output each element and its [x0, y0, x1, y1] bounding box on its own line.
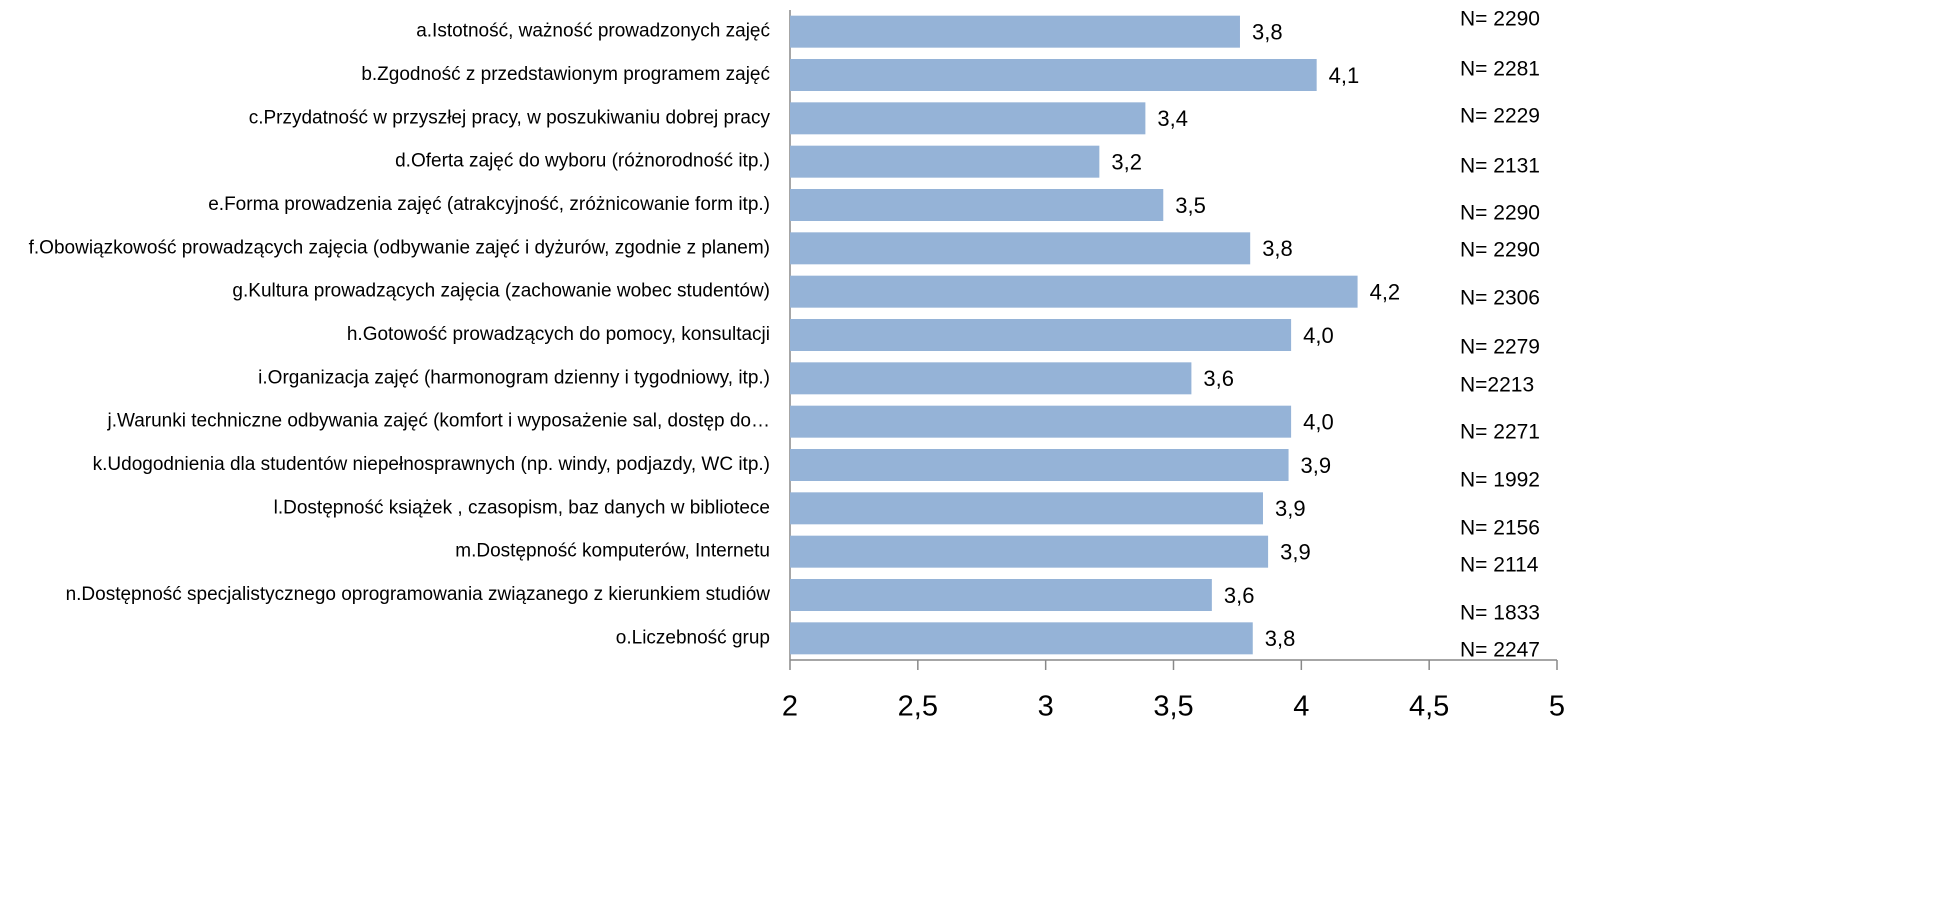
value-label: 4,0	[1303, 409, 1334, 434]
annotation: N= 2290	[1460, 8, 1540, 31]
annotation: N= 1833	[1460, 602, 1540, 625]
value-label: 3,9	[1280, 539, 1311, 564]
value-label: 3,8	[1262, 236, 1293, 261]
annotation: N= 1992	[1460, 469, 1540, 492]
category-label: o.Liczebność grup	[616, 627, 770, 648]
value-label: 3,9	[1301, 453, 1332, 478]
bar	[790, 492, 1263, 525]
bar	[790, 405, 1292, 438]
annotation: N= 2290	[1460, 202, 1540, 225]
category-label: d.Oferta zajęć do wyboru (różnorodność i…	[395, 151, 770, 172]
x-tick-label: 2,5	[898, 691, 938, 723]
category-label: h.Gotowość prowadzących do pomocy, konsu…	[347, 324, 770, 345]
annotation: N= 2290	[1460, 239, 1540, 262]
annotation: N= 2131	[1460, 155, 1540, 178]
category-label: f.Obowiązkowość prowadzących zajęcia (od…	[29, 237, 770, 258]
bar	[790, 15, 1240, 48]
x-tick-label: 3	[1038, 691, 1054, 723]
category-label: i.Organizacja zajęć (harmonogram dzienny…	[258, 367, 770, 388]
x-tick-label: 3,5	[1153, 691, 1193, 723]
annotation: N= 2281	[1460, 58, 1540, 81]
bar	[790, 535, 1269, 568]
value-label: 4,2	[1370, 279, 1401, 304]
annotation: N= 2229	[1460, 105, 1540, 128]
value-label: 3,8	[1252, 19, 1283, 44]
bar	[790, 579, 1212, 611]
value-label: 3,5	[1175, 193, 1206, 218]
category-label: c.Przydatność w przyszłej pracy, w poszu…	[249, 107, 771, 128]
annotation: N= 2156	[1460, 517, 1540, 540]
bar	[790, 102, 1146, 135]
annotation: N=2213	[1460, 374, 1534, 397]
bar	[790, 449, 1289, 481]
category-label: j.Warunki techniczne odbywania zajęć (ko…	[106, 411, 770, 432]
bar	[790, 362, 1192, 395]
category-label: k.Udogodnienia dla studentów niepełnospr…	[93, 454, 770, 475]
annotation: N= 2247	[1460, 639, 1540, 662]
x-tick-label: 5	[1549, 691, 1565, 723]
bar	[790, 622, 1253, 655]
category-label: n.Dostępność specjalistycznego oprogramo…	[66, 584, 771, 605]
bar	[790, 275, 1358, 308]
bar	[790, 319, 1292, 351]
annotation: N= 2306	[1460, 287, 1540, 310]
category-label: e.Forma prowadzenia zajęć (atrakcyjność,…	[208, 194, 770, 215]
x-tick-label: 2	[782, 691, 798, 723]
bar	[790, 189, 1164, 221]
value-label: 3,4	[1157, 106, 1188, 131]
category-label: m.Dostępność komputerów, Internetu	[455, 541, 770, 562]
value-label: 3,6	[1224, 583, 1255, 608]
annotation: N= 2279	[1460, 336, 1540, 359]
value-label: 3,6	[1203, 366, 1234, 391]
value-label: 3,9	[1275, 496, 1306, 521]
category-label: l.Dostępność książek , czasopism, baz da…	[274, 497, 770, 518]
category-label: g.Kultura prowadzących zajęcia (zachowan…	[232, 281, 770, 302]
value-label: 4,0	[1303, 323, 1334, 348]
value-label: 3,8	[1265, 626, 1296, 651]
annotation: N= 2271	[1460, 421, 1540, 444]
value-label: 4,1	[1329, 63, 1360, 88]
bar	[790, 145, 1100, 178]
category-label: a.Istotność, ważność prowadzonych zajęć	[416, 21, 770, 42]
x-tick-label: 4,5	[1409, 691, 1449, 723]
x-tick-label: 4	[1293, 691, 1309, 723]
category-label: b.Zgodność z przedstawionym programem za…	[361, 64, 770, 85]
bar	[790, 59, 1317, 91]
bar	[790, 232, 1251, 265]
annotation: N= 2114	[1460, 554, 1539, 577]
value-label: 3,2	[1111, 149, 1142, 174]
